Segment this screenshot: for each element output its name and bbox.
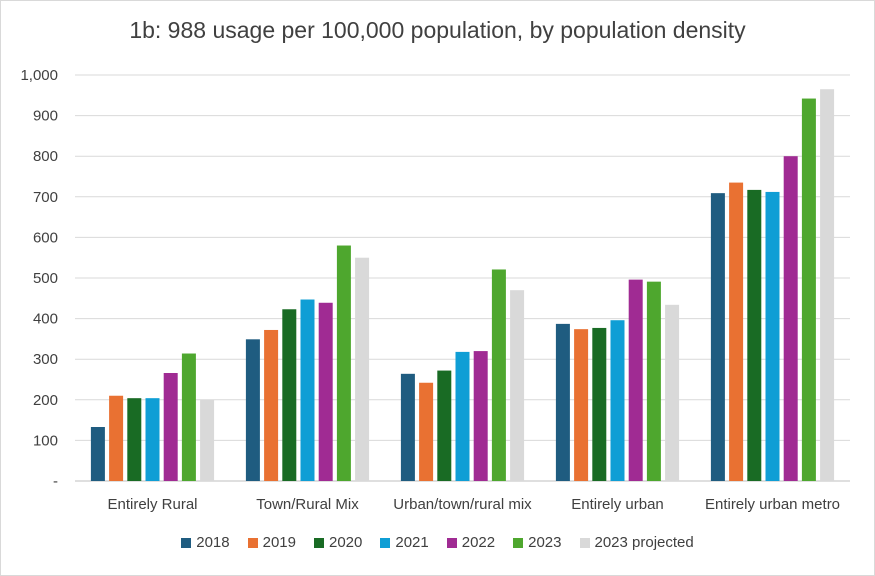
legend-swatch xyxy=(579,537,590,548)
bar-2021 xyxy=(455,351,470,481)
bar-2023-projected xyxy=(510,290,525,481)
bar-2018 xyxy=(710,193,725,481)
bar-2023 xyxy=(801,98,816,481)
bar-2023 xyxy=(646,281,661,481)
legend-label: 2021 xyxy=(395,534,429,551)
legend-label: 2019 xyxy=(262,534,296,551)
bar-2018 xyxy=(245,339,260,481)
legend-label: 2023 projected xyxy=(594,534,694,551)
y-tick-label: 600 xyxy=(33,229,58,246)
legend-item: 2018 xyxy=(181,534,230,551)
axis-labels: - 100 200 300 400 500 600 700 800 900 1,000 Entirel… xyxy=(20,67,840,513)
bar-chart-plot: - 100 200 300 400 500 600 700 800 900 1,000 Entirel… xyxy=(20,67,850,513)
legend-item: 2020 xyxy=(314,534,362,551)
y-tick-label: - xyxy=(53,473,58,490)
bar-2019 xyxy=(574,329,589,481)
legend-item: 2021 xyxy=(380,534,429,551)
legend-item: 2019 xyxy=(247,534,296,551)
bar-2019 xyxy=(109,395,124,481)
bar-2020 xyxy=(282,309,297,481)
legend-item: 2023 xyxy=(513,534,562,551)
bar-2021 xyxy=(300,299,315,481)
legend-item: 2023 projected xyxy=(579,534,694,551)
legend-label: 2020 xyxy=(329,534,363,551)
bar-2018 xyxy=(400,373,415,481)
legend-label: 2022 xyxy=(461,534,496,551)
bar-2023 xyxy=(336,245,351,481)
bar-2023 xyxy=(491,269,506,481)
bar-2021 xyxy=(765,191,780,482)
bar-2023-projected xyxy=(200,399,215,481)
bar-2020 xyxy=(592,327,607,481)
bar-2020 xyxy=(747,189,762,481)
legend-swatch xyxy=(181,537,192,548)
bar-2018 xyxy=(90,427,105,481)
y-tick-label: 700 xyxy=(33,189,58,206)
legend-swatch xyxy=(247,537,258,548)
legend-swatch xyxy=(513,537,524,548)
bar-2023-projected xyxy=(820,89,835,482)
chart-title: 1b: 988 usage per 100,000 population, by… xyxy=(129,17,746,43)
legend-swatch xyxy=(446,537,457,548)
bar-2019 xyxy=(419,382,434,481)
legend-label: 2023 xyxy=(528,534,562,551)
bars xyxy=(90,89,835,482)
bar-2021 xyxy=(145,398,160,481)
legend-label: 2018 xyxy=(196,534,230,551)
bar-2022 xyxy=(318,302,333,481)
bar-2021 xyxy=(610,320,625,481)
y-tick-label: 1,000 xyxy=(20,67,58,84)
y-tick-label: 500 xyxy=(33,270,58,287)
legend-swatch xyxy=(380,537,391,548)
x-category-label: Entirely urban xyxy=(571,496,664,513)
bar-2020 xyxy=(437,370,452,481)
y-tick-label: 200 xyxy=(33,392,58,409)
bar-2022 xyxy=(163,373,178,481)
x-category-label: Entirely urban metro xyxy=(705,496,840,513)
y-tick-label: 300 xyxy=(33,351,58,368)
y-tick-label: 800 xyxy=(33,148,58,165)
bar-2022 xyxy=(783,156,798,481)
y-tick-label: 100 xyxy=(33,432,58,449)
bar-2023 xyxy=(181,353,196,481)
y-tick-label: 400 xyxy=(33,311,58,328)
bar-2018 xyxy=(555,323,570,481)
bar-2020 xyxy=(127,398,142,481)
bar-2022 xyxy=(473,351,488,481)
bar-2019 xyxy=(729,182,744,481)
bar-2022 xyxy=(628,279,643,481)
legend-item: 2022 xyxy=(446,534,496,551)
bar-2019 xyxy=(264,329,279,481)
legend-swatch xyxy=(314,537,324,548)
x-category-label: Entirely Rural xyxy=(107,496,197,513)
y-tick-label: 900 xyxy=(33,108,58,125)
x-category-label: Town/Rural Mix xyxy=(256,496,359,513)
x-category-label: Urban/town/rural mix xyxy=(393,496,532,513)
legend: 2018 2019 2020 2021 2022 2023 2023 projected xyxy=(0,534,875,551)
bar-2023-projected xyxy=(355,257,370,481)
bar-2023-projected xyxy=(665,304,680,481)
